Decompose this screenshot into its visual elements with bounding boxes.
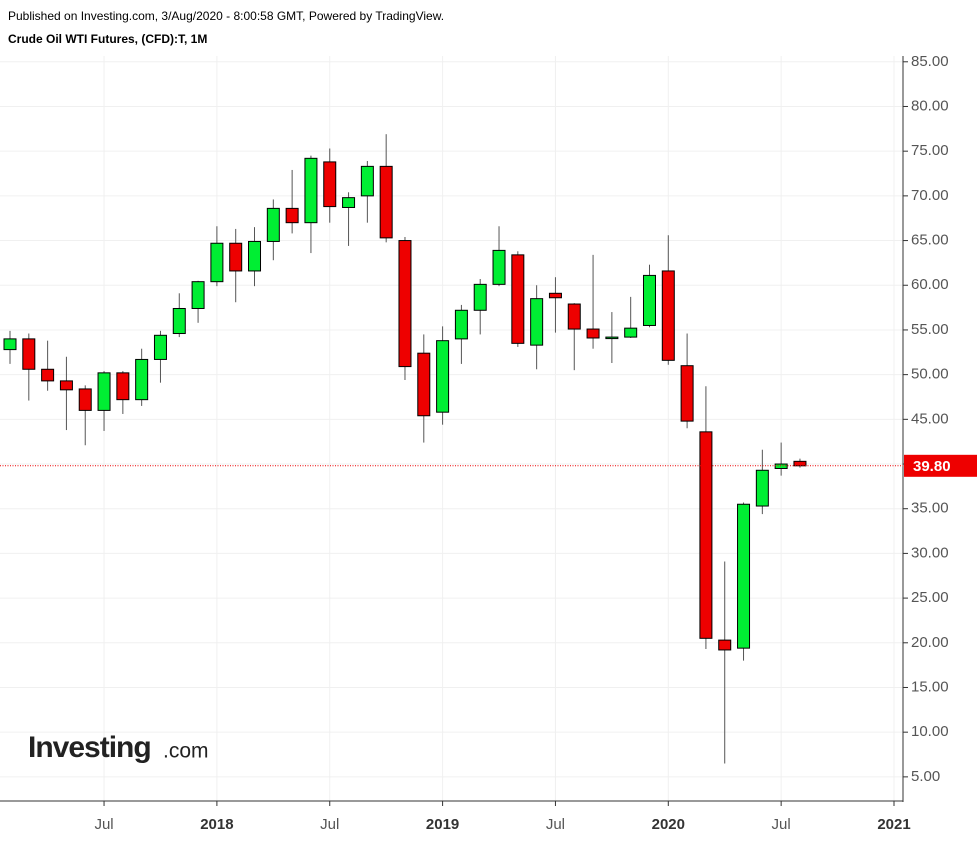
candle-body	[266, 207, 280, 242]
y-tick-label: 50.00	[911, 366, 949, 383]
y-tick-label: 25.00	[911, 589, 949, 606]
candle-body	[41, 368, 55, 382]
candle-body	[360, 165, 374, 197]
candle-body	[417, 352, 431, 417]
y-tick-label: 65.00	[911, 232, 949, 249]
candle-body	[97, 372, 111, 411]
candle-body	[511, 254, 525, 344]
y-tick-label: 75.00	[911, 142, 949, 159]
y-tick-label: 80.00	[911, 97, 949, 114]
candle-body	[172, 307, 186, 335]
candle-body	[454, 309, 468, 340]
candle-body	[116, 372, 130, 401]
header: Published on Investing.com, 3/Aug/2020 -…	[8, 9, 444, 23]
candle-body	[492, 249, 506, 285]
candle-body	[530, 298, 544, 346]
chart-title: Crude Oil WTI Futures, (CFD):T, 1M	[8, 32, 207, 46]
candle-body	[22, 338, 36, 370]
candle-body	[342, 197, 356, 208]
x-tick-label: Jul	[546, 816, 565, 833]
y-tick-label: 70.00	[911, 187, 949, 204]
candle-body	[229, 242, 243, 272]
y-tick-label: 10.00	[911, 723, 949, 740]
x-tick-label: Jul	[320, 816, 339, 833]
candle-body	[304, 157, 318, 224]
candle-body	[661, 270, 675, 361]
candle-body	[323, 161, 337, 208]
candle-body	[191, 281, 205, 309]
x-tick-label: 2018	[200, 816, 233, 833]
x-tick-label: 2020	[652, 816, 685, 833]
candle-body	[473, 283, 487, 311]
candle-body	[605, 336, 619, 340]
candle-body	[718, 639, 732, 651]
candle-body	[210, 242, 224, 283]
x-tick-label: Jul	[772, 816, 791, 833]
candle-body	[248, 240, 262, 272]
last-price-label: 39.80	[913, 458, 951, 475]
logo-suffix: .com	[163, 740, 209, 763]
candle-body	[3, 338, 17, 351]
y-tick-label: 15.00	[911, 678, 949, 695]
logo: Investing	[28, 731, 151, 764]
x-tick-label: Jul	[94, 816, 113, 833]
x-tick-label: 2019	[426, 816, 459, 833]
y-tick-label: 55.00	[911, 321, 949, 338]
y-tick-label: 45.00	[911, 410, 949, 427]
candle-body	[285, 207, 299, 224]
candle-body	[755, 469, 769, 507]
candles	[3, 134, 807, 764]
y-tick-label: 85.00	[911, 53, 949, 70]
candle-body	[379, 165, 393, 239]
last-price-box	[904, 454, 977, 477]
candle-body	[699, 431, 713, 639]
x-tick-label: 2021	[877, 816, 910, 833]
candle-body	[586, 328, 600, 339]
candle-body	[737, 503, 751, 649]
candle-body	[624, 327, 638, 338]
y-tick-label: 30.00	[911, 544, 949, 561]
candle-body	[567, 303, 581, 330]
candle-body	[78, 388, 92, 411]
y-tick-label: 20.00	[911, 634, 949, 651]
candle-body	[153, 334, 167, 360]
candle-body	[642, 274, 656, 326]
grid	[0, 56, 903, 801]
candle-body	[548, 292, 562, 299]
candle-body	[680, 365, 694, 422]
candle-body	[59, 380, 73, 391]
y-tick-label: 60.00	[911, 276, 949, 293]
candle-body	[436, 340, 450, 413]
y-tick-label: 35.00	[911, 500, 949, 517]
candle-body	[135, 358, 149, 401]
candle-body	[398, 240, 412, 368]
candle-body	[793, 460, 807, 467]
y-tick-label: 5.00	[911, 768, 940, 785]
